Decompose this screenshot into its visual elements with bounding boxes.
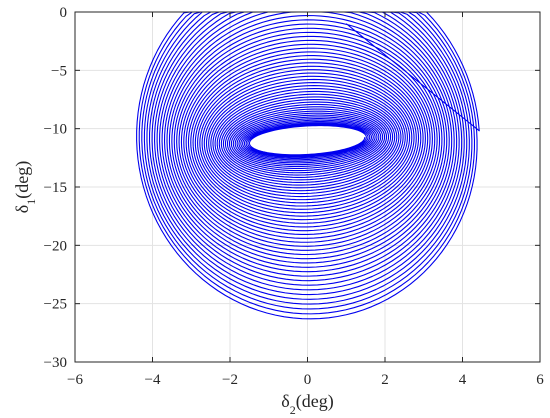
- y-tick-label: 0: [60, 5, 68, 21]
- y-tick-label: −5: [51, 63, 67, 79]
- y-tick-label: −25: [44, 297, 67, 313]
- y-tick-label: −30: [44, 355, 67, 371]
- y-tick-label: −20: [44, 238, 67, 254]
- y-tick-label: −10: [44, 122, 67, 138]
- y-axis-label: δ1(deg): [12, 161, 38, 213]
- x-tick-label: 0: [304, 372, 312, 388]
- x-axis-label: δ2(deg): [281, 391, 333, 417]
- grid: [74, 11, 541, 363]
- x-tick-label: 4: [459, 372, 467, 388]
- ticks: [74, 11, 541, 363]
- trajectory-line: [136, 11, 480, 320]
- x-tick-label: −6: [67, 372, 83, 388]
- x-tick-label: 2: [381, 372, 389, 388]
- x-tick-label: 6: [536, 372, 544, 388]
- x-tick-labels: −6 −4 −2 0 2 4 6: [67, 372, 544, 388]
- x-tick-label: −4: [145, 372, 161, 388]
- trajectory-series: [136, 11, 480, 320]
- y-tick-label: −15: [44, 180, 67, 196]
- y-tick-labels: 0 −5 −10 −15 −20 −25 −30: [44, 5, 67, 371]
- x-tick-label: −2: [222, 372, 238, 388]
